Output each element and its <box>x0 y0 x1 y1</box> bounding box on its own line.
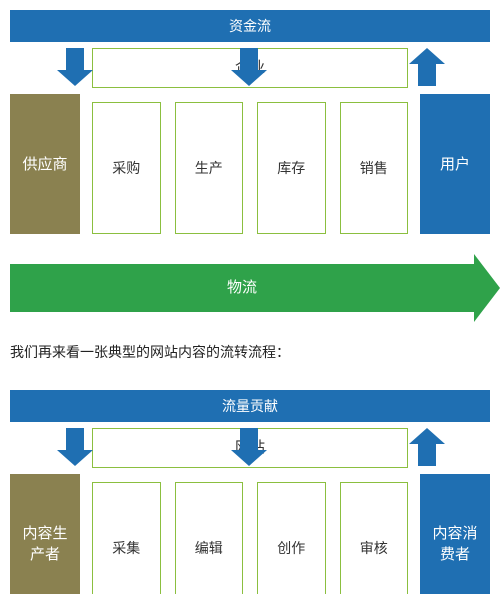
sub-sales: 销售 <box>340 102 409 234</box>
diagram2-mid: 内容生产者 网站 采集 编辑 创作 审核 内容消费者 <box>10 474 490 594</box>
sub-review: 审核 <box>340 482 409 594</box>
supplier-box: 供应商 <box>10 94 80 234</box>
sub-stock: 库存 <box>257 102 326 234</box>
logistics-arrow: 物流 <box>10 264 500 312</box>
user-box: 用户 <box>420 94 490 234</box>
arrow-down-left-2 <box>66 428 93 466</box>
sub-produce: 生产 <box>175 102 244 234</box>
consumer-box: 内容消费者 <box>420 474 490 594</box>
arrow-up-right-2 <box>418 428 445 466</box>
capital-flow-bar: 资金流 <box>10 10 490 42</box>
sub-purchase: 采购 <box>92 102 161 234</box>
arrow-down-left <box>66 48 93 86</box>
sub-collect: 采集 <box>92 482 161 594</box>
arrow-down-mid-2 <box>240 428 267 466</box>
caption-text: 我们再来看一张典型的网站内容的流转流程： <box>10 342 490 362</box>
diagram1-arrows <box>10 48 490 94</box>
producer-box: 内容生产者 <box>10 474 80 594</box>
diagram1-mid: 供应商 企业 采购 生产 库存 销售 用户 <box>10 94 490 234</box>
arrow-down-mid <box>240 48 267 86</box>
traffic-bar: 流量贡献 <box>10 390 490 422</box>
arrow-up-right <box>418 48 445 86</box>
sub-edit: 编辑 <box>175 482 244 594</box>
sub-create: 创作 <box>257 482 326 594</box>
diagram2-arrows <box>10 428 490 474</box>
